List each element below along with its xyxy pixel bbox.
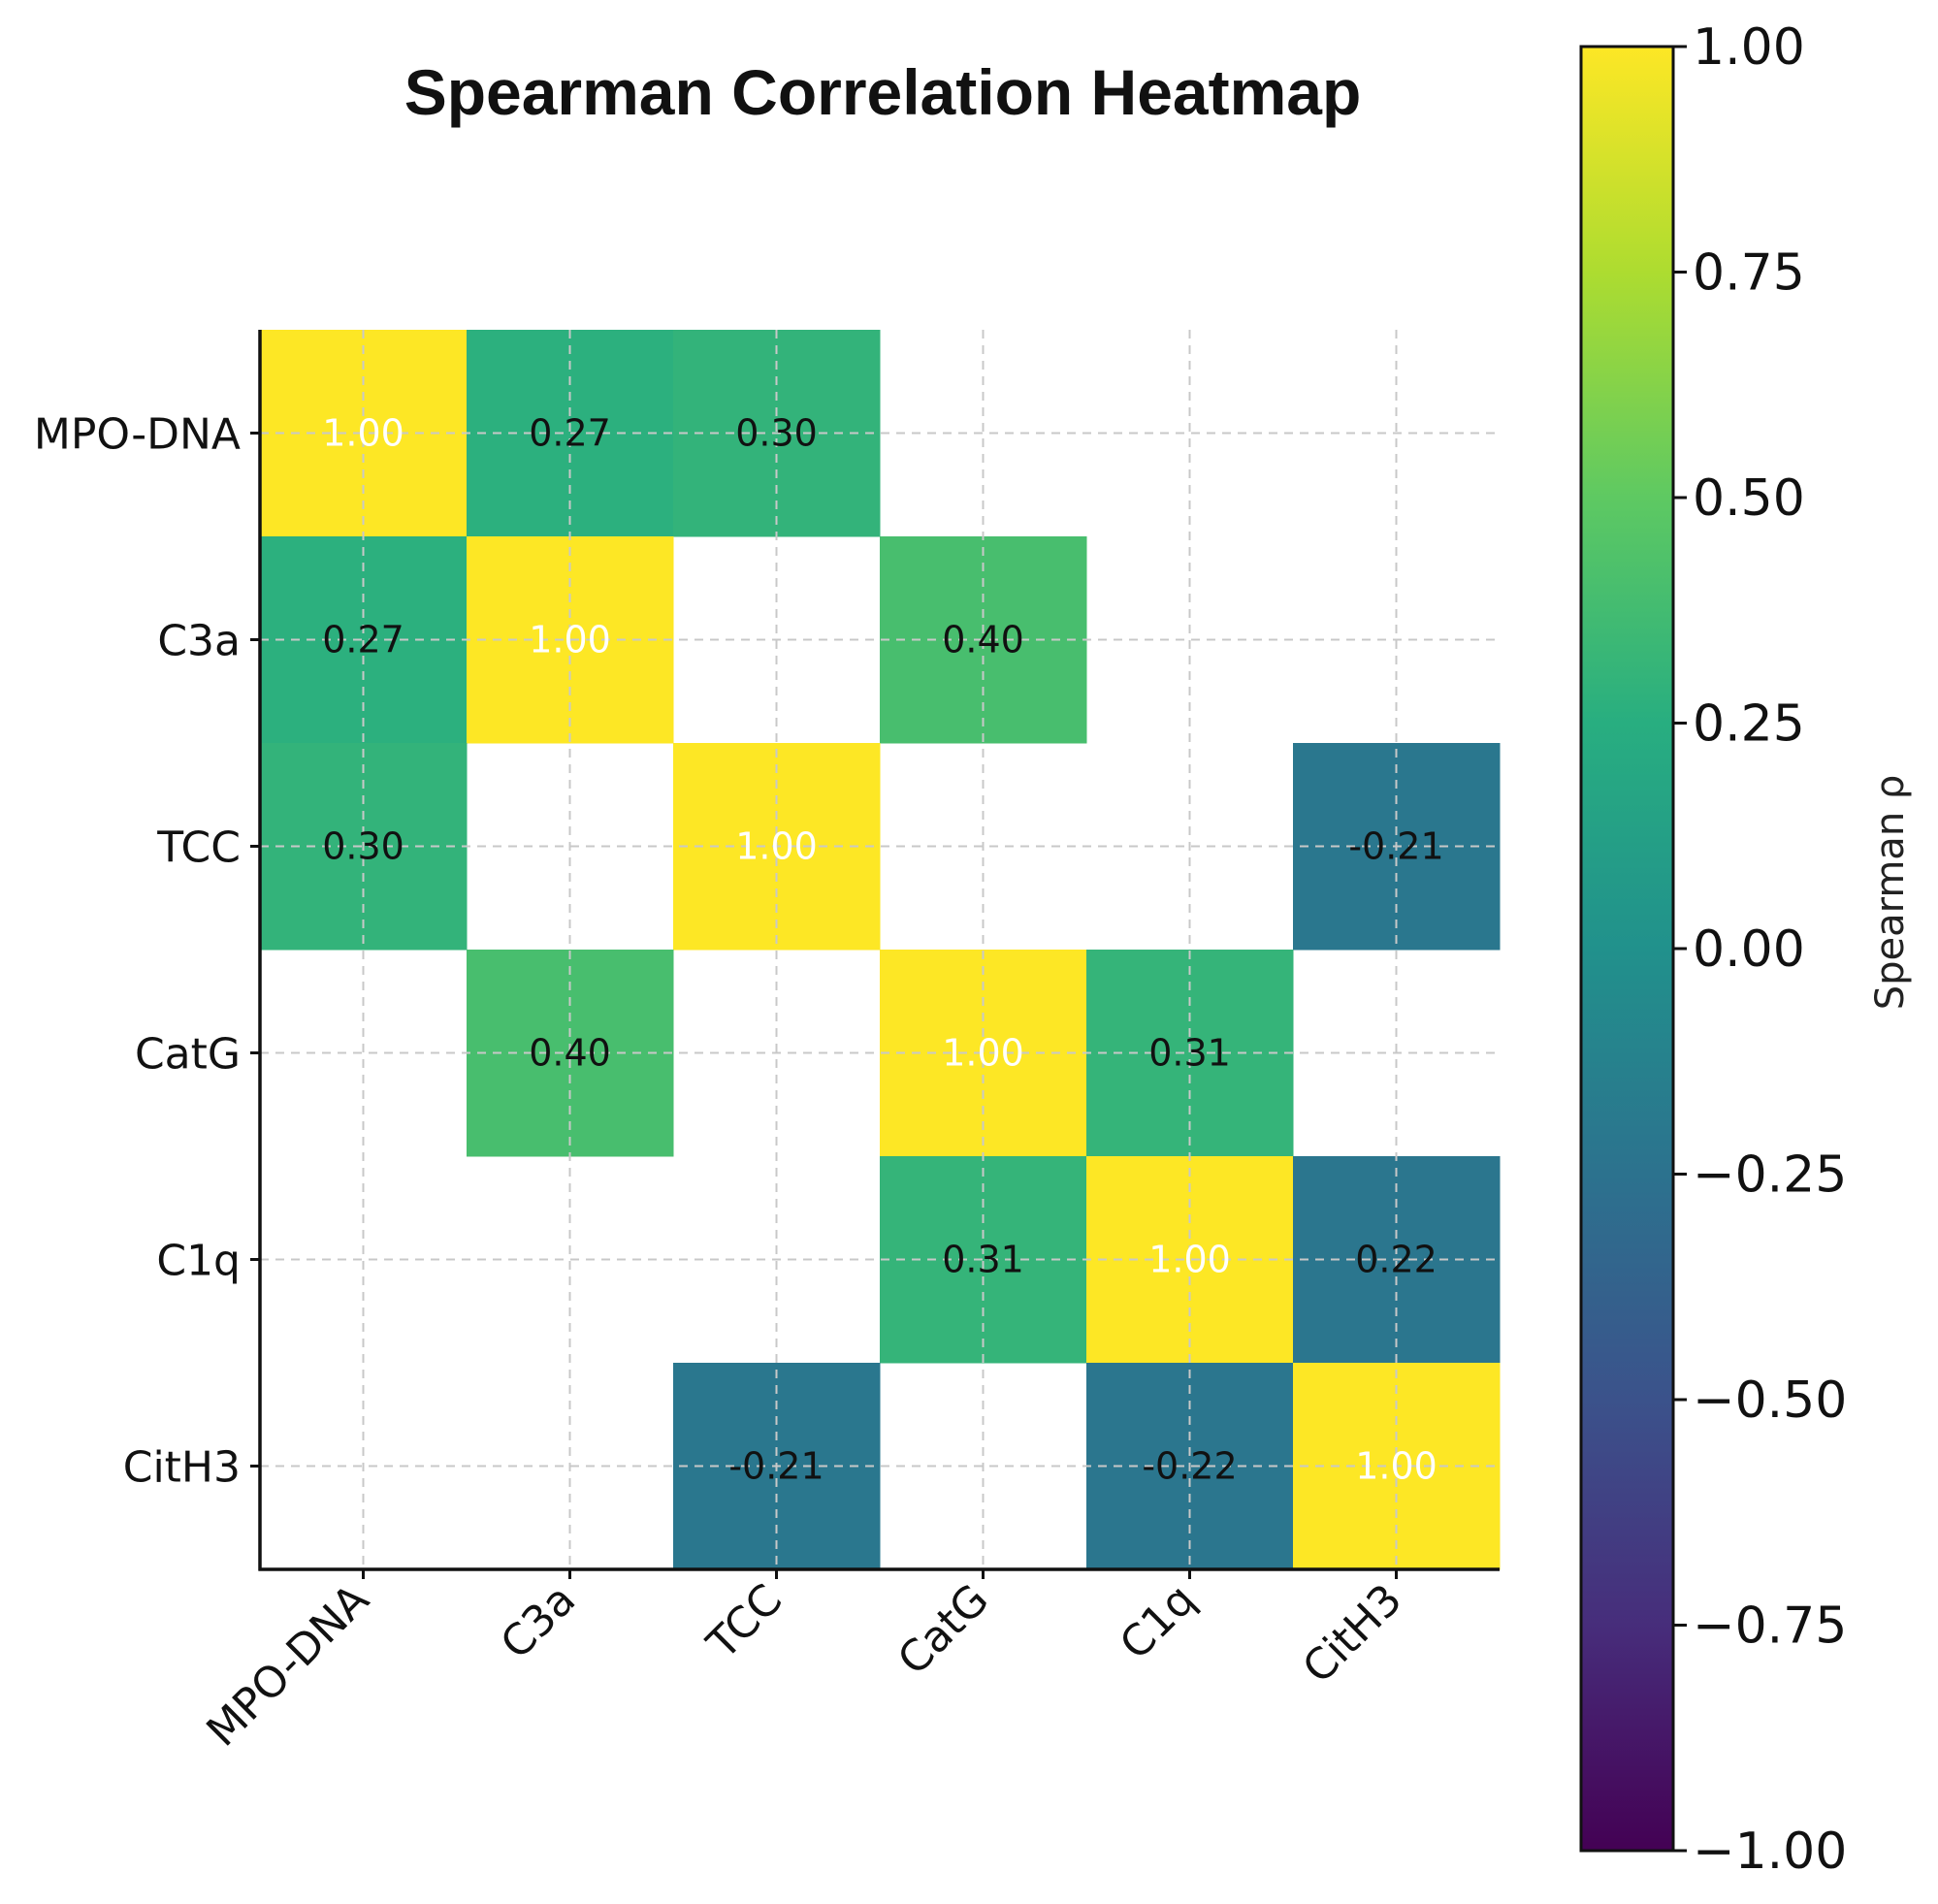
cell-value-label: 0.31 — [1148, 1032, 1231, 1075]
cell-value-label: 1.00 — [735, 825, 818, 868]
x-tick-label: CitH3 — [1293, 1575, 1411, 1694]
heatmap-cells — [260, 330, 1501, 1570]
colorbar-tick-label: 0.25 — [1693, 695, 1805, 754]
x-tick-label: C1q — [1111, 1575, 1205, 1669]
colorbar-gradient — [1579, 45, 1675, 1853]
colorbar-tick-label: 1.00 — [1693, 18, 1805, 77]
y-tick-label: CatG — [135, 1030, 241, 1080]
colorbar-label: Spearman ρ — [1868, 775, 1913, 1011]
cell-value-label: 0.40 — [529, 1032, 611, 1075]
colorbar-tick-label: −1.00 — [1693, 1823, 1847, 1881]
x-tick-label: C3a — [492, 1575, 586, 1669]
y-tick-label: C3a — [157, 617, 241, 666]
y-tick-label: TCC — [156, 823, 241, 873]
y-tick-labels: MPO-DNA C3a TCC CatG C1q CitH3 — [34, 410, 241, 1493]
colorbar-ticks: 1.00 0.75 0.50 0.25 0.00 −0.25 −0.50 −0.75 −1.00 — [1673, 18, 1847, 1881]
colorbar-tick-label: 0.75 — [1693, 244, 1805, 303]
cell-value-label: 1.00 — [529, 619, 611, 662]
y-tick-label: CitH3 — [123, 1443, 241, 1493]
cell-value-label: 0.27 — [529, 412, 611, 455]
colorbar — [1579, 45, 1675, 1853]
cell-value-label: 0.30 — [322, 825, 404, 868]
cell-value-label: -0.21 — [728, 1445, 824, 1488]
cell-value-label: 0.30 — [735, 412, 818, 455]
cell-value-label: 1.00 — [942, 1032, 1024, 1075]
colorbar-tick-label: 0.50 — [1693, 469, 1805, 528]
x-tick-label: MPO-DNA — [198, 1575, 379, 1757]
colorbar-tick-label: −0.25 — [1693, 1146, 1847, 1205]
cell-value-labels: 1.00 0.27 0.30 0.27 1.00 0.40 0.30 1.00 -0.21 0.4… — [322, 412, 1443, 1488]
cell-value-label: -0.22 — [1142, 1445, 1237, 1488]
colorbar-tick-label: −0.50 — [1693, 1372, 1847, 1430]
x-tick-labels: MPO-DNA C3a TCC CatG C1q CitH3 — [198, 1575, 1412, 1757]
colorbar-tick-label: −0.75 — [1693, 1597, 1847, 1656]
y-tick-label: C1q — [156, 1237, 241, 1286]
cell-value-label: 1.00 — [1148, 1239, 1231, 1281]
y-tick-label: MPO-DNA — [34, 410, 241, 460]
x-tick-label: TCC — [697, 1575, 791, 1669]
cell-value-label: 0.40 — [942, 619, 1024, 662]
axes — [250, 330, 1500, 1579]
x-tick-label: CatG — [888, 1575, 998, 1685]
cell-value-label: 0.22 — [1355, 1239, 1437, 1281]
grid-lines — [260, 330, 1500, 1569]
chart-title: Spearman Correlation Heatmap — [404, 56, 1362, 128]
cell-value-label: 0.27 — [322, 619, 404, 662]
cell-value-label: 1.00 — [1355, 1445, 1437, 1488]
cell-value-label: 1.00 — [322, 412, 404, 455]
cell-value-label: 0.31 — [942, 1239, 1024, 1281]
cell-value-label: -0.21 — [1348, 825, 1443, 868]
colorbar-tick-label: 0.00 — [1693, 920, 1805, 979]
